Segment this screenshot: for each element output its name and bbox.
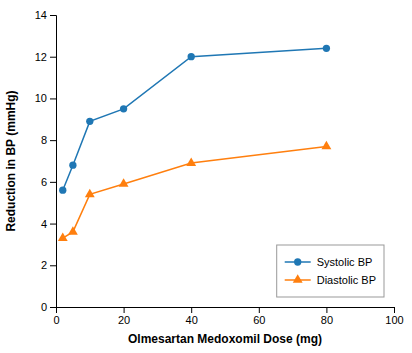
tick-label: 0 [41, 301, 47, 313]
tick-mark [326, 307, 327, 313]
tick: 4 [41, 218, 56, 230]
x-axis: 0 20 40 60 80 100 [53, 307, 403, 326]
point [188, 53, 195, 60]
tick: 10 [35, 92, 56, 104]
tick-mark [50, 224, 56, 225]
chart: 0 20 40 60 80 100 0 2 4 6 8 10 12 14 Systolic BP Diasto… [0, 0, 412, 353]
tick-mark [50, 265, 56, 266]
tick: 8 [41, 134, 56, 146]
series [59, 45, 330, 194]
tick-label: 4 [41, 218, 47, 230]
point [58, 232, 68, 241]
tick-label: 0 [53, 314, 59, 326]
series [58, 141, 331, 241]
legend-marker [294, 258, 301, 265]
y-axis-title: Reduction in BP (mmHg) [4, 90, 18, 231]
legend-label: Systolic BP [317, 256, 373, 268]
y-axis: 0 2 4 6 8 10 12 14 [35, 9, 57, 313]
tick-label: 20 [118, 314, 130, 326]
tick: 12 [35, 51, 56, 63]
point [119, 178, 129, 187]
tick-mark [50, 307, 56, 308]
tick-label: 60 [253, 314, 265, 326]
tick-mark [50, 182, 56, 183]
line [63, 146, 327, 238]
tick: 40 [186, 307, 198, 326]
axis-line [57, 308, 395, 314]
point [85, 189, 95, 198]
tick-mark [259, 307, 260, 313]
tick: 100 [385, 307, 403, 326]
legend: Systolic BP Diastolic BP [277, 245, 384, 297]
point [321, 141, 331, 150]
tick-label: 100 [385, 314, 403, 326]
tick-label: 80 [321, 314, 333, 326]
tick-mark [50, 15, 56, 16]
tick-label: 8 [41, 134, 47, 146]
legend-label: Diastolic BP [317, 274, 376, 286]
point [68, 226, 78, 235]
tick-label: 14 [35, 9, 47, 21]
point [69, 162, 76, 169]
legend-marker [293, 274, 303, 283]
tick: 80 [321, 307, 333, 326]
series-layer [58, 45, 331, 241]
point [86, 118, 93, 125]
tick-mark [50, 57, 56, 58]
tick-mark [50, 140, 56, 141]
legend-frame [277, 245, 384, 297]
axis-line [50, 16, 57, 308]
tick-mark [124, 307, 125, 313]
tick-label: 6 [41, 176, 47, 188]
point [323, 45, 330, 52]
plot: 0 20 40 60 80 100 0 2 4 6 8 10 12 14 Systolic BP Diasto… [35, 9, 404, 326]
tick: 60 [253, 307, 265, 326]
line [63, 48, 327, 190]
tick: 0 [53, 307, 59, 326]
tick-mark [191, 307, 192, 313]
point [120, 105, 127, 112]
tick-mark [50, 98, 56, 99]
tick-label: 40 [186, 314, 198, 326]
tick: 14 [35, 9, 56, 21]
x-axis-title: Olmesartan Medoxomil Dose (mg) [128, 332, 322, 346]
tick: 6 [41, 176, 56, 188]
tick-mark [394, 307, 395, 313]
tick-label: 2 [41, 259, 47, 271]
tick-label: 10 [35, 92, 47, 104]
tick: 0 [41, 301, 56, 313]
tick-label: 12 [35, 51, 47, 63]
point [186, 157, 196, 166]
tick: 2 [41, 259, 56, 271]
tick: 20 [118, 307, 130, 326]
point [59, 187, 66, 194]
